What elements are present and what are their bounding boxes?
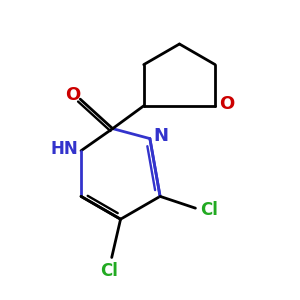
- Text: HN: HN: [51, 140, 79, 158]
- Text: N: N: [154, 127, 169, 145]
- Text: Cl: Cl: [200, 201, 218, 219]
- Text: O: O: [219, 95, 235, 113]
- Text: Cl: Cl: [100, 262, 118, 280]
- Text: O: O: [65, 86, 80, 104]
